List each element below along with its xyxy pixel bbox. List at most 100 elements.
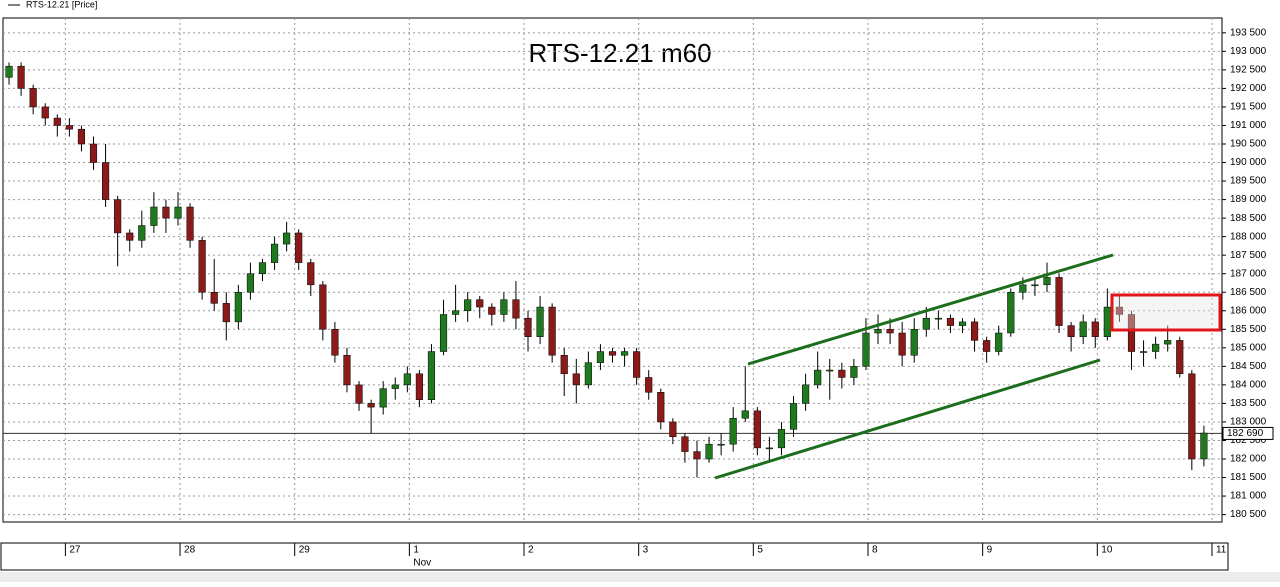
candle-body bbox=[367, 403, 375, 408]
candle-body bbox=[608, 351, 617, 356]
candle-body bbox=[1043, 277, 1051, 286]
candle-body bbox=[946, 317, 955, 326]
candle-body bbox=[150, 206, 158, 226]
y-tick-label: 192 500 bbox=[1230, 65, 1267, 76]
candle-body bbox=[693, 451, 701, 460]
candle-body bbox=[65, 125, 73, 130]
candle-body bbox=[1031, 284, 1039, 287]
y-tick-label: 188 000 bbox=[1230, 231, 1267, 242]
candle-body bbox=[898, 332, 906, 356]
candle-body bbox=[319, 284, 327, 330]
candle-body bbox=[657, 392, 665, 423]
candle-body bbox=[826, 369, 834, 372]
candle-body bbox=[343, 354, 351, 386]
candle-body bbox=[1188, 373, 1196, 460]
candle-body bbox=[633, 351, 641, 378]
y-tick-label: 181 000 bbox=[1230, 491, 1267, 502]
candle-body bbox=[862, 332, 870, 367]
candle-body bbox=[234, 291, 242, 323]
candle-body bbox=[1115, 306, 1123, 315]
candle-body bbox=[705, 443, 713, 460]
candle-body bbox=[391, 384, 399, 389]
candle-body bbox=[258, 262, 267, 274]
last-price-box bbox=[1222, 426, 1274, 440]
candle-body bbox=[464, 299, 472, 312]
y-tick-label: 190 500 bbox=[1230, 139, 1267, 150]
candle-body bbox=[1067, 325, 1075, 337]
y-tick-label: 190 000 bbox=[1230, 157, 1267, 168]
candle-body bbox=[379, 388, 387, 408]
date-strip bbox=[0, 542, 1229, 571]
y-tick-label: 191 000 bbox=[1230, 120, 1267, 131]
candle-body bbox=[53, 117, 61, 126]
y-tick-label: 192 000 bbox=[1230, 83, 1267, 94]
candle-body bbox=[138, 225, 146, 241]
candle-body bbox=[307, 262, 315, 286]
candle-body bbox=[198, 240, 206, 293]
chart-title: RTS-12.21 m60 bbox=[528, 38, 711, 68]
candle-body bbox=[331, 329, 339, 356]
candle-body bbox=[584, 362, 592, 386]
candle-body bbox=[717, 443, 725, 446]
candle-body bbox=[1200, 432, 1208, 460]
candle-body bbox=[765, 447, 773, 450]
candle-body bbox=[789, 403, 798, 430]
candle-body bbox=[802, 384, 810, 404]
candle-body bbox=[971, 321, 979, 341]
x-tick-label: 5 bbox=[757, 545, 763, 556]
candle-body bbox=[1164, 340, 1172, 345]
x-tick-label: 29 bbox=[299, 545, 311, 556]
candle-body bbox=[500, 299, 508, 315]
y-tick-label: 185 000 bbox=[1230, 342, 1267, 353]
y-tick-label: 181 500 bbox=[1230, 472, 1267, 483]
candle-body bbox=[415, 373, 423, 400]
candle-body bbox=[1103, 306, 1111, 337]
candle-body bbox=[512, 299, 520, 319]
candle-body bbox=[777, 429, 786, 449]
x-tick-label: 8 bbox=[872, 545, 878, 556]
candle-body bbox=[476, 299, 484, 308]
y-tick-label: 188 500 bbox=[1230, 213, 1267, 224]
trend-line bbox=[714, 358, 1101, 480]
y-tick-label: 184 000 bbox=[1230, 380, 1267, 391]
last-price-label: 182 690 bbox=[1227, 428, 1264, 439]
candle-body bbox=[729, 417, 737, 445]
y-tick-label: 187 000 bbox=[1230, 268, 1267, 279]
x-tick-label: 9 bbox=[987, 545, 993, 556]
highlight-box bbox=[1110, 293, 1222, 332]
candle-body bbox=[270, 243, 279, 263]
candle-body bbox=[934, 317, 942, 320]
candle-body bbox=[1152, 343, 1160, 352]
candle-body bbox=[681, 436, 689, 452]
x-tick-label: 10 bbox=[1101, 545, 1113, 556]
x-tick-label: 2 bbox=[528, 545, 534, 556]
y-tick-label: 186 000 bbox=[1230, 305, 1267, 316]
x-tick-label: 27 bbox=[69, 545, 81, 556]
candle-body bbox=[174, 206, 182, 219]
y-tick-label: 185 500 bbox=[1230, 324, 1267, 335]
month-label: Nov bbox=[413, 558, 431, 569]
y-tick-label: 183 000 bbox=[1230, 417, 1267, 428]
candle-body bbox=[283, 232, 291, 245]
candle-body bbox=[355, 384, 363, 404]
y-tick-label: 180 500 bbox=[1230, 509, 1267, 520]
y-tick-label: 184 500 bbox=[1230, 361, 1267, 372]
candle-body bbox=[77, 128, 86, 145]
candle-body bbox=[114, 199, 122, 234]
candle-body bbox=[246, 273, 254, 293]
y-tick-label: 193 500 bbox=[1230, 27, 1267, 38]
candle-body bbox=[126, 232, 134, 241]
candle-body bbox=[29, 88, 37, 108]
y-tick-label: 191 500 bbox=[1230, 102, 1267, 113]
candle-body bbox=[645, 377, 653, 393]
candle-body bbox=[427, 351, 436, 400]
candle-body bbox=[524, 317, 532, 337]
candle-body bbox=[452, 310, 460, 315]
candle-body bbox=[753, 410, 761, 449]
candle-body bbox=[1079, 321, 1087, 337]
candle-body bbox=[596, 351, 604, 363]
y-tick-label: 186 500 bbox=[1230, 287, 1267, 298]
candle-body bbox=[1176, 340, 1184, 375]
